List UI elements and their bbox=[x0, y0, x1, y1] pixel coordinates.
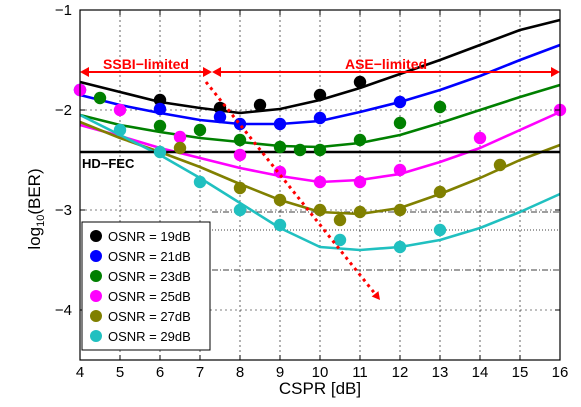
data-point-series-6 bbox=[233, 203, 247, 217]
x-tick-label: 15 bbox=[512, 364, 529, 381]
data-point-series-3 bbox=[353, 133, 367, 147]
data-point-series-5 bbox=[233, 181, 247, 195]
data-point-series-1 bbox=[153, 93, 167, 107]
annotation-layer: SSBI−limited ASE−limited bbox=[80, 56, 560, 301]
x-tick-label: 7 bbox=[196, 364, 204, 381]
data-point-series-5 bbox=[273, 193, 287, 207]
data-point-series-2 bbox=[273, 117, 287, 131]
data-point-series-4 bbox=[353, 175, 367, 189]
legend-label-series-2: OSNR = 21dB bbox=[108, 249, 191, 264]
x-axis-label: CSPR [dB] bbox=[279, 379, 361, 398]
x-tick-label: 13 bbox=[432, 364, 449, 381]
data-point-series-6 bbox=[273, 218, 287, 232]
x-tick-label: 12 bbox=[392, 364, 409, 381]
data-point-series-5 bbox=[313, 203, 327, 217]
data-point-series-4 bbox=[313, 175, 327, 189]
data-point-series-2 bbox=[153, 102, 167, 116]
x-tick-label: 9 bbox=[276, 364, 284, 381]
data-point-series-2 bbox=[233, 117, 247, 131]
data-point-series-4 bbox=[113, 103, 127, 117]
x-tick-label: 6 bbox=[156, 364, 164, 381]
y-axis-label-tail: (BER) bbox=[25, 168, 44, 214]
optimum-trend-line bbox=[204, 81, 382, 301]
optimum-trend-arrowhead bbox=[371, 291, 380, 300]
y-tick-label: −3 bbox=[55, 202, 72, 219]
legend-layer: OSNR = 19dB OSNR = 21dB OSNR = 23dB OSNR = … bbox=[81, 221, 211, 351]
y-tick-label: −4 bbox=[55, 302, 72, 319]
data-point-series-3 bbox=[293, 143, 307, 157]
x-tick-label: 4 bbox=[76, 364, 84, 381]
legend-box bbox=[81, 221, 211, 351]
data-point-series-2 bbox=[393, 95, 407, 109]
legend-label-series-3: OSNR = 23dB bbox=[108, 269, 191, 284]
legend-label-series-1: OSNR = 19dB bbox=[108, 229, 191, 244]
y-axis-label-main: log bbox=[25, 227, 44, 250]
legend-marker-series-2 bbox=[90, 250, 102, 262]
data-point-series-6 bbox=[153, 145, 167, 159]
data-point-series-3 bbox=[93, 91, 107, 105]
region-arrowhead-right-1 bbox=[203, 67, 212, 77]
x-tick-label: 16 bbox=[552, 364, 569, 381]
data-point-series-1 bbox=[313, 88, 327, 102]
legend-label-series-5: OSNR = 27dB bbox=[108, 309, 191, 324]
data-point-series-1 bbox=[253, 98, 267, 112]
data-point-series-6 bbox=[113, 123, 127, 137]
data-point-series-6 bbox=[433, 223, 447, 237]
region-arrowhead-right-2 bbox=[551, 67, 560, 77]
x-tick-label: 8 bbox=[236, 364, 244, 381]
y-tick-label: −2 bbox=[55, 102, 72, 119]
legend-marker-series-6 bbox=[90, 330, 102, 342]
data-point-series-5 bbox=[173, 141, 187, 155]
data-point-series-3 bbox=[433, 100, 447, 114]
data-point-series-4 bbox=[393, 163, 407, 177]
data-point-series-3 bbox=[313, 143, 327, 157]
axis-layer: 4 5 6 7 8 9 10 11 12 13 14 15 16 −4 −3 −2 −1 bbox=[55, 2, 568, 381]
data-point-series-5 bbox=[393, 203, 407, 217]
y-axis-label: log10(BER) bbox=[25, 168, 47, 249]
legend-marker-series-5 bbox=[90, 310, 102, 322]
data-point-series-5 bbox=[333, 213, 347, 227]
data-point-series-1 bbox=[353, 75, 367, 89]
data-point-series-4 bbox=[473, 131, 487, 145]
data-point-series-3 bbox=[233, 133, 247, 147]
data-point-series-4 bbox=[233, 148, 247, 162]
data-point-series-5 bbox=[353, 205, 367, 219]
data-point-series-6 bbox=[393, 240, 407, 254]
data-point-series-6 bbox=[333, 233, 347, 247]
region-label-1: SSBI−limited bbox=[103, 56, 189, 72]
data-point-series-3 bbox=[273, 140, 287, 154]
data-point-series-3 bbox=[153, 119, 167, 133]
data-point-series-2 bbox=[213, 110, 227, 124]
y-tick-label: −1 bbox=[55, 2, 72, 19]
region-label-2: ASE−limited bbox=[345, 56, 427, 72]
x-tick-label: 14 bbox=[472, 364, 489, 381]
data-point-series-3 bbox=[393, 116, 407, 130]
legend-marker-series-4 bbox=[90, 290, 102, 302]
region-arrowhead-left-2 bbox=[212, 67, 221, 77]
legend-label-series-4: OSNR = 25dB bbox=[108, 289, 191, 304]
data-point-series-4 bbox=[173, 130, 187, 144]
legend-marker-series-1 bbox=[90, 230, 102, 242]
data-point-series-3 bbox=[193, 123, 207, 137]
x-tick-label: 11 bbox=[352, 364, 368, 381]
data-point-series-6 bbox=[193, 175, 207, 189]
data-point-series-2 bbox=[313, 111, 327, 125]
x-tick-label: 5 bbox=[116, 364, 124, 381]
legend-marker-series-3 bbox=[90, 270, 102, 282]
x-tick-label: 10 bbox=[312, 364, 329, 381]
data-point-series-5 bbox=[493, 158, 507, 172]
data-point-series-5 bbox=[433, 185, 447, 199]
y-axis-label-subscript: 10 bbox=[35, 215, 47, 227]
hd-fec-label: HD−FEC bbox=[82, 156, 135, 171]
region-arrowhead-left-1 bbox=[80, 67, 89, 77]
legend-label-series-6: OSNR = 29dB bbox=[108, 329, 191, 344]
